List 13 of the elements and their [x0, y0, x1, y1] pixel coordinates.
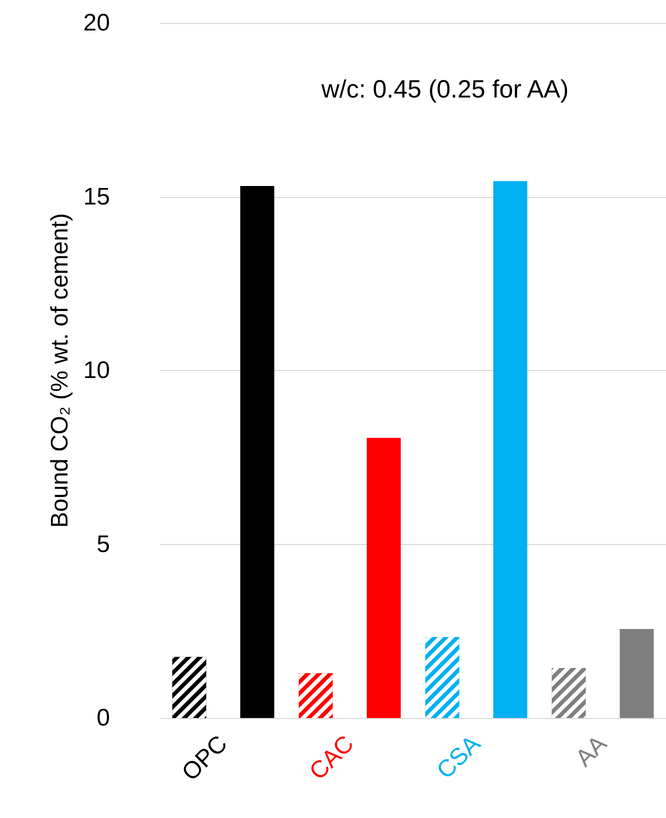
x-tick-label: AA: [570, 730, 612, 772]
bar: [366, 438, 401, 718]
y-axis-title: Bound CO₂ (% wt. of cement): [46, 213, 74, 528]
bar: [620, 629, 654, 718]
x-tick-label: CSA: [432, 730, 486, 784]
y-tick-label: 5: [96, 530, 110, 558]
bar: [493, 181, 528, 718]
y-tick-label: 10: [83, 357, 110, 384]
y-tick-label: 20: [83, 10, 110, 36]
y-tick-label: 0: [96, 704, 110, 732]
text: w/c: 0.45 (0.25 for AA): [320, 76, 569, 104]
bar: [240, 186, 274, 718]
y-tick-label: 15: [83, 183, 110, 210]
